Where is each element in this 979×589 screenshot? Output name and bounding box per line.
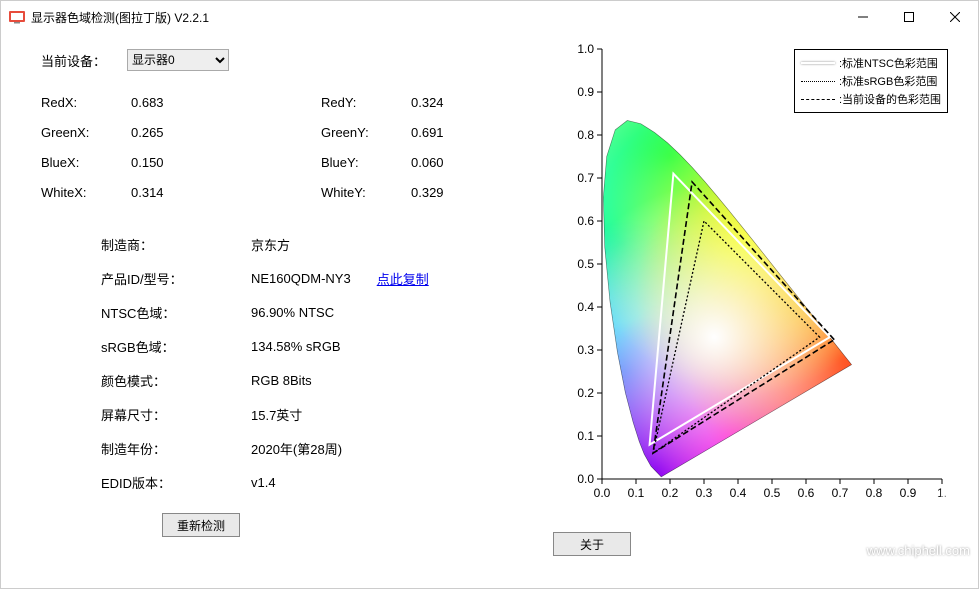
svg-text:0.0: 0.0 bbox=[594, 486, 611, 500]
edid-label: EDID版本： bbox=[101, 473, 251, 492]
year-value: 2020年(第28周) bbox=[251, 439, 342, 458]
whitey-label: WhiteY: bbox=[321, 185, 411, 200]
app-icon bbox=[9, 9, 25, 25]
maximize-button[interactable] bbox=[886, 1, 932, 33]
screensize-label: 屏幕尺寸： bbox=[101, 405, 251, 424]
gamut-chart: 0.0 0.1 0.2 0.3 0.4 0.5 0.6 0.7 0.8 0.9 1. 0.0 0.1 0.… bbox=[542, 39, 952, 509]
chart-legend: :标准NTSC色彩范围:标准sRGB色彩范围:当前设备的色彩范围 bbox=[794, 49, 948, 113]
bluex-value: 0.150 bbox=[131, 155, 211, 170]
rescan-button[interactable]: 重新检测 bbox=[162, 513, 240, 537]
about-button[interactable]: 关于 bbox=[553, 532, 631, 556]
svg-text:0.6: 0.6 bbox=[798, 486, 815, 500]
svg-text:0.0: 0.0 bbox=[577, 472, 594, 486]
copy-link[interactable]: 点此复制 bbox=[377, 269, 429, 288]
svg-text:0.3: 0.3 bbox=[696, 486, 713, 500]
product-value: NE160QDM-NY3 bbox=[251, 271, 351, 286]
svg-text:0.8: 0.8 bbox=[577, 128, 594, 142]
window-title: 显示器色域检测(图拉丁版) V2.2.1 bbox=[31, 9, 840, 26]
svg-text:0.3: 0.3 bbox=[577, 343, 594, 357]
svg-text:0.9: 0.9 bbox=[900, 486, 917, 500]
device-row: 当前设备： 显示器0 bbox=[41, 47, 521, 73]
ntsc-value: 96.90% NTSC bbox=[251, 305, 334, 320]
svg-text:0.7: 0.7 bbox=[832, 486, 849, 500]
svg-text:0.8: 0.8 bbox=[866, 486, 883, 500]
redy-value: 0.324 bbox=[411, 95, 491, 110]
svg-text:1.0: 1.0 bbox=[577, 42, 594, 56]
redx-value: 0.683 bbox=[131, 95, 211, 110]
rescan-row: 重新检测 bbox=[1, 513, 401, 537]
manufacturer-value: 京东方 bbox=[251, 235, 290, 254]
greeny-value: 0.691 bbox=[411, 125, 491, 140]
info-block: 制造商：京东方 产品ID/型号：NE160QDM-NY3 点此复制 NTSC色域：… bbox=[101, 227, 521, 499]
greeny-label: GreenY: bbox=[321, 125, 411, 140]
whitey-value: 0.329 bbox=[411, 185, 491, 200]
bluex-label: BlueX: bbox=[41, 155, 131, 170]
svg-text:0.6: 0.6 bbox=[577, 214, 594, 228]
svg-text:0.4: 0.4 bbox=[730, 486, 747, 500]
whitex-label: WhiteX: bbox=[41, 185, 131, 200]
colormode-label: 颜色模式： bbox=[101, 371, 251, 390]
redx-label: RedX: bbox=[41, 95, 131, 110]
right-pane: 0.0 0.1 0.2 0.3 0.4 0.5 0.6 0.7 0.8 0.9 1. 0.0 0.1 0.… bbox=[542, 39, 960, 559]
close-button[interactable] bbox=[932, 1, 978, 33]
greenx-value: 0.265 bbox=[131, 125, 211, 140]
greenx-label: GreenX: bbox=[41, 125, 131, 140]
svg-text:0.2: 0.2 bbox=[662, 486, 679, 500]
svg-text:0.9: 0.9 bbox=[577, 85, 594, 99]
srgb-label: sRGB色域： bbox=[101, 337, 251, 356]
minimize-button[interactable] bbox=[840, 1, 886, 33]
whitex-value: 0.314 bbox=[131, 185, 211, 200]
redy-label: RedY: bbox=[321, 95, 411, 110]
svg-text:0.5: 0.5 bbox=[577, 257, 594, 271]
svg-text:0.4: 0.4 bbox=[577, 300, 594, 314]
svg-text:0.1: 0.1 bbox=[577, 429, 594, 443]
left-pane: 当前设备： 显示器0 RedX:0.683 GreenX:0.265 BlueX… bbox=[1, 33, 521, 588]
year-label: 制造年份： bbox=[101, 439, 251, 458]
device-select[interactable]: 显示器0 bbox=[127, 49, 229, 71]
ntsc-label: NTSC色域： bbox=[101, 303, 251, 322]
device-label: 当前设备： bbox=[41, 51, 127, 70]
bluey-label: BlueY: bbox=[321, 155, 411, 170]
window-body: 当前设备： 显示器0 RedX:0.683 GreenX:0.265 BlueX… bbox=[1, 33, 978, 588]
svg-text:0.5: 0.5 bbox=[764, 486, 781, 500]
edid-value: v1.4 bbox=[251, 475, 276, 490]
bluey-value: 0.060 bbox=[411, 155, 491, 170]
manufacturer-label: 制造商： bbox=[101, 235, 251, 254]
srgb-value: 134.58% sRGB bbox=[251, 339, 341, 354]
coord-col-y: RedY:0.324 GreenY:0.691 BlueY:0.060 Whit… bbox=[321, 87, 491, 207]
screensize-value: 15.7英寸 bbox=[251, 405, 302, 424]
colormode-value: RGB 8Bits bbox=[251, 373, 312, 388]
svg-text:0.2: 0.2 bbox=[577, 386, 594, 400]
coord-block: RedX:0.683 GreenX:0.265 BlueX:0.150 Whit… bbox=[41, 87, 521, 207]
app-window: 显示器色域检测(图拉丁版) V2.2.1 当前设备： 显示器0 RedX:0.6… bbox=[0, 0, 979, 589]
svg-text:1.: 1. bbox=[937, 486, 947, 500]
window-controls bbox=[840, 1, 978, 33]
titlebar: 显示器色域检测(图拉丁版) V2.2.1 bbox=[1, 1, 978, 33]
svg-text:0.7: 0.7 bbox=[577, 171, 594, 185]
about-row: 关于 bbox=[553, 532, 631, 556]
coord-col-x: RedX:0.683 GreenX:0.265 BlueX:0.150 Whit… bbox=[41, 87, 211, 207]
product-label: 产品ID/型号： bbox=[101, 269, 251, 288]
svg-text:0.1: 0.1 bbox=[628, 486, 645, 500]
